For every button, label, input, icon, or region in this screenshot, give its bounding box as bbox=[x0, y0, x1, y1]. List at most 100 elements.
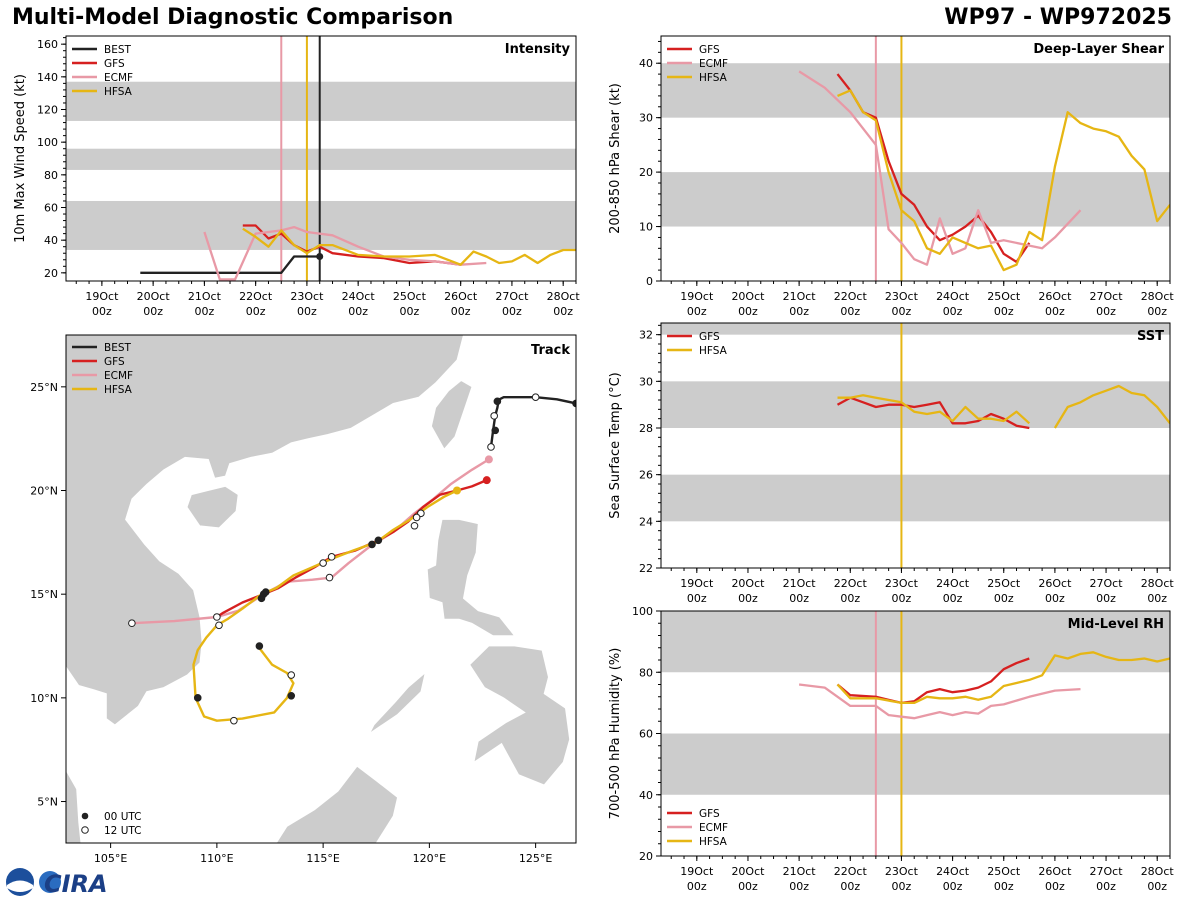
intensity-xtick-label-hour: 00z bbox=[92, 305, 112, 318]
rh-xtick-label-hour: 00z bbox=[1096, 880, 1116, 893]
sst-xtick-label-day: 24Oct bbox=[936, 577, 970, 590]
intensity-ytick-label: 100 bbox=[37, 136, 58, 149]
intensity-series-hfsa bbox=[242, 227, 576, 266]
track-point-12utc bbox=[410, 521, 419, 530]
track-point-12utc bbox=[213, 613, 221, 621]
noaa-wave-icon bbox=[7, 880, 33, 892]
sst-xtick-label-hour: 00z bbox=[840, 592, 860, 605]
track-ytick-label: 5°N bbox=[37, 796, 58, 809]
track-point-12utc bbox=[327, 553, 336, 561]
shear-xtick-label-hour: 00z bbox=[687, 305, 707, 318]
track-point-12utc bbox=[287, 671, 296, 679]
intensity-ytick-label: 140 bbox=[37, 71, 58, 84]
shear-ylabel: 200-850 hPa Shear (kt) bbox=[608, 83, 623, 234]
shear-xtick-label-day: 27Oct bbox=[1090, 290, 1124, 303]
track-frame bbox=[65, 334, 577, 844]
track-point-00utc bbox=[255, 642, 264, 650]
track-ytick-label: 15°N bbox=[30, 588, 58, 601]
intensity-band bbox=[66, 148, 576, 170]
sst-series-hfsa bbox=[1053, 384, 1170, 429]
rh-ytick-label: 20 bbox=[639, 850, 653, 863]
shear-xtick-label-day: 21Oct bbox=[783, 290, 817, 303]
track-xtick-label: 115°E bbox=[306, 852, 339, 865]
rh-xtick-label-hour: 00z bbox=[943, 880, 963, 893]
intensity-xtick-label-hour: 00z bbox=[246, 305, 266, 318]
sst-frame bbox=[660, 322, 1171, 569]
rh-xtick-label-hour: 00z bbox=[892, 880, 912, 893]
palawan-landmass bbox=[368, 671, 426, 735]
intensity-band bbox=[66, 200, 576, 250]
track-point-00utc bbox=[287, 691, 296, 700]
storm-id: WP97 - WP972025 bbox=[944, 5, 1172, 30]
track-point-12utc bbox=[325, 573, 334, 582]
intensity-xtick-label-hour: 00z bbox=[195, 305, 215, 318]
intensity-xtick-label-hour: 00z bbox=[143, 305, 163, 318]
legend-label-00utc: 00 UTC bbox=[104, 811, 142, 823]
sst-title: SST bbox=[1137, 329, 1164, 344]
legend-label-hfsa: HFSA bbox=[104, 384, 133, 396]
visayas-mindanao-landmass bbox=[469, 645, 571, 786]
sst-xtick-label-hour: 00z bbox=[1045, 592, 1065, 605]
shear-xtick-label-day: 24Oct bbox=[936, 290, 970, 303]
legend-label-gfs: GFS bbox=[104, 356, 125, 368]
shear-xtick-label-hour: 00z bbox=[892, 305, 912, 318]
intensity-endpoint-best bbox=[316, 253, 324, 260]
shear-xtick-label-day: 25Oct bbox=[987, 290, 1021, 303]
page-title: Multi-Model Diagnostic Comparison bbox=[12, 5, 454, 30]
track-xtick-label: 110°E bbox=[200, 852, 233, 865]
track-point-12utc bbox=[230, 716, 238, 725]
shear-xtick-label-day: 26Oct bbox=[1038, 290, 1072, 303]
sst-xtick-label-day: 28Oct bbox=[1141, 577, 1175, 590]
rh-xtick-label-hour: 00z bbox=[840, 880, 860, 893]
shear-band bbox=[661, 63, 1170, 118]
intensity-ytick-label: 20 bbox=[44, 267, 58, 280]
rh-panel: 20 40 60 80 100 19Oct 00z 20Oct 00z 21Oct 00z 22Oct… bbox=[608, 605, 1174, 893]
legend-label-ecmf: ECMF bbox=[699, 58, 728, 70]
mainland-asia-landmass bbox=[66, 335, 464, 726]
sst-ylabel: Sea Surface Temp (°C) bbox=[608, 372, 623, 519]
rh-ytick-label: 60 bbox=[639, 728, 653, 741]
rh-ytick-label: 100 bbox=[632, 605, 653, 618]
legend-label-hfsa: HFSA bbox=[699, 72, 728, 84]
track-xtick-label: 105°E bbox=[94, 852, 127, 865]
sst-series-gfs bbox=[836, 396, 1030, 430]
track-endpoint-ecmf bbox=[484, 455, 493, 464]
sst-ytick-label: 32 bbox=[639, 329, 653, 342]
track-xtick-label: 125°E bbox=[519, 852, 552, 865]
rh-xtick-label-day: 20Oct bbox=[731, 865, 765, 878]
rh-series-ecmf bbox=[798, 683, 1081, 720]
rh-xtick-label-day: 19Oct bbox=[680, 865, 714, 878]
track-series-best bbox=[489, 396, 576, 448]
track-point-00utc bbox=[374, 536, 383, 545]
rh-xtick-label-day: 28Oct bbox=[1141, 865, 1175, 878]
intensity-series-gfs bbox=[242, 224, 461, 266]
rh-xtick-label-hour: 00z bbox=[1045, 880, 1065, 893]
shear-title: Deep-Layer Shear bbox=[1033, 42, 1164, 57]
sst-ytick-label: 28 bbox=[639, 422, 653, 435]
track-point-12utc bbox=[487, 443, 495, 451]
intensity-xtick-label-day: 27Oct bbox=[495, 290, 529, 303]
intensity-xtick-label-hour: 00z bbox=[502, 305, 522, 318]
track-ytick-label: 25°N bbox=[30, 381, 58, 394]
legend-marker-12utc bbox=[81, 826, 89, 834]
cira-globe-icon bbox=[39, 871, 61, 893]
rh-xtick-label-day: 27Oct bbox=[1090, 865, 1124, 878]
track-point-12utc bbox=[128, 619, 136, 628]
shear-xtick-label-hour: 00z bbox=[1096, 305, 1116, 318]
track-series-hfsa bbox=[192, 489, 458, 722]
shear-xtick-label-hour: 00z bbox=[789, 305, 809, 318]
rh-xtick-label-hour: 00z bbox=[738, 880, 758, 893]
track-point-12utc bbox=[490, 412, 498, 420]
shear-plot-area bbox=[661, 36, 1170, 281]
intensity-panel: 20 40 60 80 100 120 140 160 19Oct 00z 20Oct 00z 21Oc… bbox=[13, 35, 580, 318]
legend-label-hfsa: HFSA bbox=[699, 345, 728, 357]
sst-ytick-label: 26 bbox=[639, 469, 653, 482]
shear-xtick-label-day: 28Oct bbox=[1141, 290, 1175, 303]
shear-series-ecmf bbox=[798, 70, 1082, 266]
shear-xtick-label-hour: 00z bbox=[1147, 305, 1167, 318]
taiwan-landmass bbox=[431, 380, 473, 450]
rh-xtick-label-day: 24Oct bbox=[936, 865, 970, 878]
legend-label-hfsa: HFSA bbox=[104, 86, 133, 98]
sst-xtick-label-day: 21Oct bbox=[783, 577, 817, 590]
sst-band bbox=[661, 474, 1170, 522]
